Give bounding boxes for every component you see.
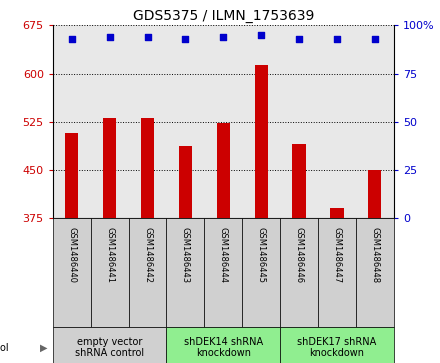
Point xyxy=(144,34,151,40)
Bar xyxy=(318,218,356,327)
Bar xyxy=(166,327,280,363)
Text: shDEK14 shRNA
knockdown: shDEK14 shRNA knockdown xyxy=(184,337,263,358)
Point xyxy=(296,36,303,42)
Title: GDS5375 / ILMN_1753639: GDS5375 / ILMN_1753639 xyxy=(132,9,314,23)
Bar xyxy=(216,123,230,218)
Text: protocol: protocol xyxy=(0,343,9,352)
Point xyxy=(182,36,189,42)
Bar xyxy=(91,218,128,327)
Point xyxy=(68,36,75,42)
Point xyxy=(371,36,378,42)
Bar xyxy=(293,144,306,218)
Text: shDEK17 shRNA
knockdown: shDEK17 shRNA knockdown xyxy=(297,337,377,358)
Bar xyxy=(280,218,318,327)
Text: GSM1486447: GSM1486447 xyxy=(333,227,341,283)
Bar xyxy=(280,327,394,363)
Text: GSM1486448: GSM1486448 xyxy=(370,227,379,283)
Bar xyxy=(356,218,394,327)
Bar xyxy=(53,327,166,363)
Text: ▶: ▶ xyxy=(40,343,48,352)
Bar xyxy=(141,118,154,218)
Bar xyxy=(128,218,166,327)
Bar xyxy=(368,170,381,218)
Text: GSM1486443: GSM1486443 xyxy=(181,227,190,283)
Text: GSM1486441: GSM1486441 xyxy=(105,227,114,282)
Bar xyxy=(65,133,78,218)
Bar xyxy=(242,218,280,327)
Text: GSM1486446: GSM1486446 xyxy=(294,227,304,283)
Bar xyxy=(330,208,344,218)
Point xyxy=(258,32,265,38)
Text: GSM1486445: GSM1486445 xyxy=(257,227,266,282)
Text: GSM1486440: GSM1486440 xyxy=(67,227,76,282)
Bar xyxy=(204,218,242,327)
Text: empty vector
shRNA control: empty vector shRNA control xyxy=(75,337,144,358)
Point xyxy=(106,34,113,40)
Text: GSM1486442: GSM1486442 xyxy=(143,227,152,282)
Bar xyxy=(179,146,192,218)
Point xyxy=(334,36,341,42)
Bar xyxy=(103,118,116,218)
Bar xyxy=(53,218,91,327)
Point xyxy=(220,34,227,40)
Text: GSM1486444: GSM1486444 xyxy=(219,227,228,282)
Bar xyxy=(255,65,268,218)
Bar xyxy=(166,218,204,327)
